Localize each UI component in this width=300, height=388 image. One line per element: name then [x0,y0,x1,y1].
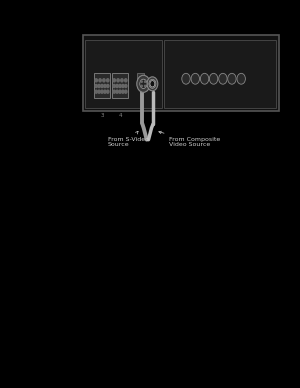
FancyBboxPatch shape [112,73,128,98]
FancyBboxPatch shape [85,40,162,108]
Circle shape [209,73,218,84]
Circle shape [95,85,98,88]
FancyBboxPatch shape [164,40,276,108]
Circle shape [116,85,118,88]
Circle shape [141,85,142,87]
Circle shape [149,79,156,88]
Text: From Composite
Video Source: From Composite Video Source [159,131,221,147]
Circle shape [104,85,106,88]
Circle shape [103,79,105,82]
Circle shape [101,85,103,88]
Circle shape [106,90,109,93]
Circle shape [122,90,124,93]
Circle shape [137,75,150,92]
Text: 4: 4 [118,113,122,118]
Circle shape [228,73,236,84]
Circle shape [121,79,123,82]
Circle shape [145,81,146,82]
FancyBboxPatch shape [94,73,110,98]
Circle shape [117,79,119,82]
Circle shape [182,73,190,84]
Circle shape [106,85,109,88]
Circle shape [141,81,142,82]
Circle shape [191,73,200,84]
Circle shape [237,73,245,84]
Circle shape [101,90,103,93]
Circle shape [119,90,121,93]
Circle shape [150,81,155,87]
FancyBboxPatch shape [137,73,144,80]
Circle shape [113,79,116,82]
Circle shape [122,85,124,88]
Circle shape [98,90,100,93]
Circle shape [116,90,118,93]
Circle shape [147,77,158,91]
Circle shape [113,90,116,93]
Circle shape [106,79,109,82]
Circle shape [124,85,127,88]
Circle shape [119,85,121,88]
Circle shape [95,79,98,82]
Circle shape [113,85,116,88]
Circle shape [140,79,147,88]
Text: 3: 3 [100,113,104,118]
Circle shape [98,85,100,88]
Circle shape [104,90,106,93]
Circle shape [124,90,127,93]
Text: From S-Video
Source: From S-Video Source [108,131,149,147]
Circle shape [200,73,209,84]
FancyBboxPatch shape [82,35,279,111]
Circle shape [99,79,101,82]
Circle shape [95,90,98,93]
Circle shape [219,73,227,84]
Circle shape [124,79,127,82]
Circle shape [145,85,146,87]
